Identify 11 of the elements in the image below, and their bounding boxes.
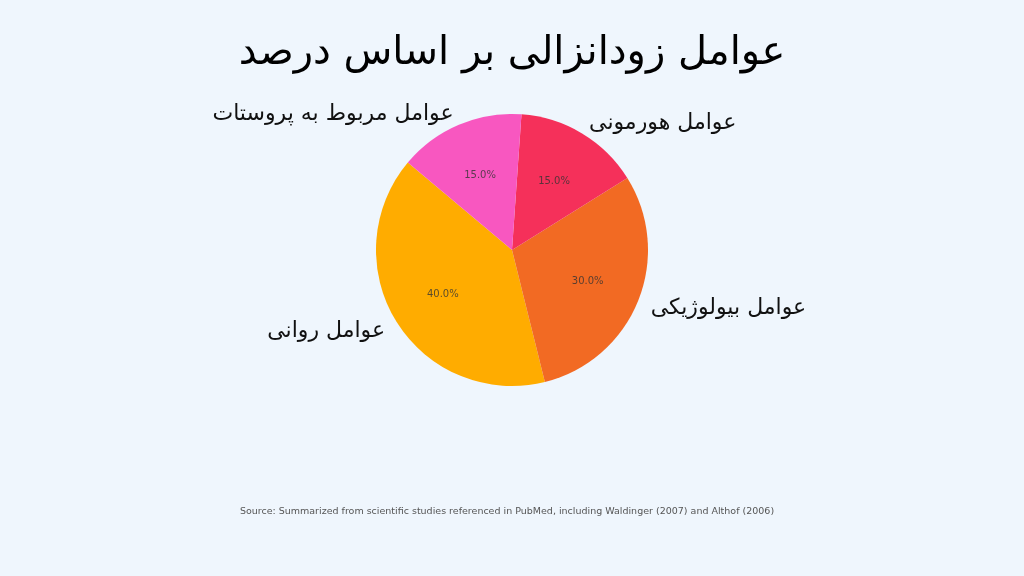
pie-slice [512, 177, 648, 382]
data-label: 15.0% [538, 174, 570, 186]
data-label: 30.0% [571, 275, 604, 287]
slice-label: عوامل مربوط به پروستات [212, 99, 454, 126]
slice-label: عوامل هورمونی [589, 109, 737, 135]
source-note: Source: Summarized from scientific studies referenced in PubMed, including Waldinger (2007) and Althof (2006) [239, 504, 775, 516]
data-label: 40.0% [426, 287, 459, 299]
chart-title: عوامل زودانزالی بر اساس درصد [238, 27, 786, 74]
data-label: 15.0% [464, 169, 497, 181]
slice-label: عوامل روانی [267, 316, 386, 342]
slice-label: عوامل بیولوژیکی [650, 293, 807, 319]
